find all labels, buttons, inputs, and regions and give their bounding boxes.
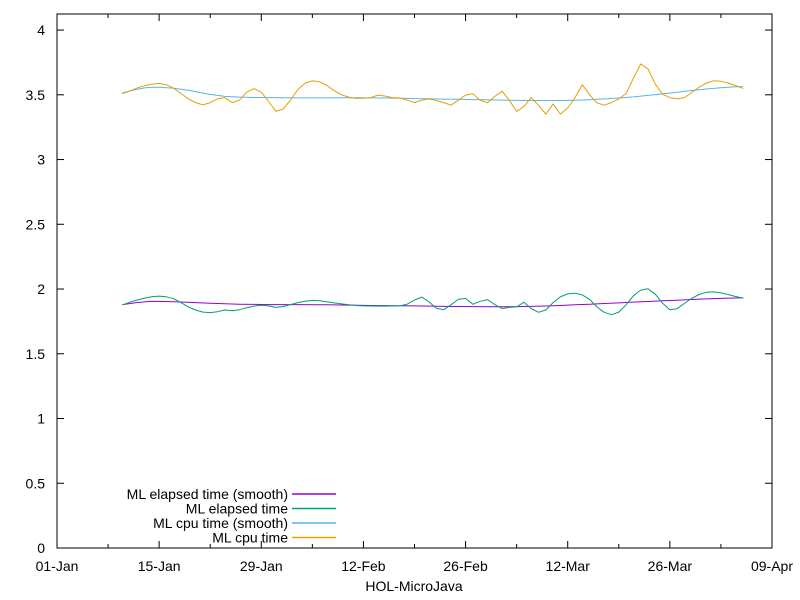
y-tick-label: 3 bbox=[37, 152, 45, 168]
x-tick-label: 12-Mar bbox=[546, 558, 591, 574]
series-line-ml-cpu-time bbox=[122, 63, 744, 115]
legend-label: ML cpu time (smooth) bbox=[153, 515, 288, 531]
x-tick-label: 01-Jan bbox=[36, 558, 79, 574]
x-tick-label: 26-Mar bbox=[648, 558, 693, 574]
y-tick-label: 3.5 bbox=[26, 87, 46, 103]
series-line-ml-elapsed-time bbox=[122, 288, 744, 316]
series-line-ml-elapsed-time-smooth- bbox=[122, 297, 744, 308]
y-tick-label: 1 bbox=[37, 411, 45, 427]
x-tick-label: 15-Jan bbox=[138, 558, 181, 574]
x-axis-title: HOL-MicroJava bbox=[365, 578, 462, 594]
y-tick-label: 0.5 bbox=[26, 475, 46, 491]
legend-label: ML elapsed time (smooth) bbox=[127, 486, 288, 502]
x-tick-label: 09-Apr bbox=[751, 558, 793, 574]
y-tick-label: 2.5 bbox=[26, 216, 46, 232]
x-tick-label: 29-Jan bbox=[240, 558, 283, 574]
y-tick-label: 2 bbox=[37, 281, 45, 297]
legend-label: ML elapsed time bbox=[186, 501, 288, 517]
legend-label: ML cpu time bbox=[212, 530, 288, 546]
y-tick-label: 4 bbox=[37, 22, 45, 38]
y-tick-label: 0 bbox=[37, 540, 45, 556]
series-line-ml-cpu-time-smooth- bbox=[122, 86, 744, 102]
y-tick-label: 1.5 bbox=[26, 346, 46, 362]
x-tick-label: 12-Feb bbox=[341, 558, 386, 574]
x-tick-label: 26-Feb bbox=[443, 558, 488, 574]
